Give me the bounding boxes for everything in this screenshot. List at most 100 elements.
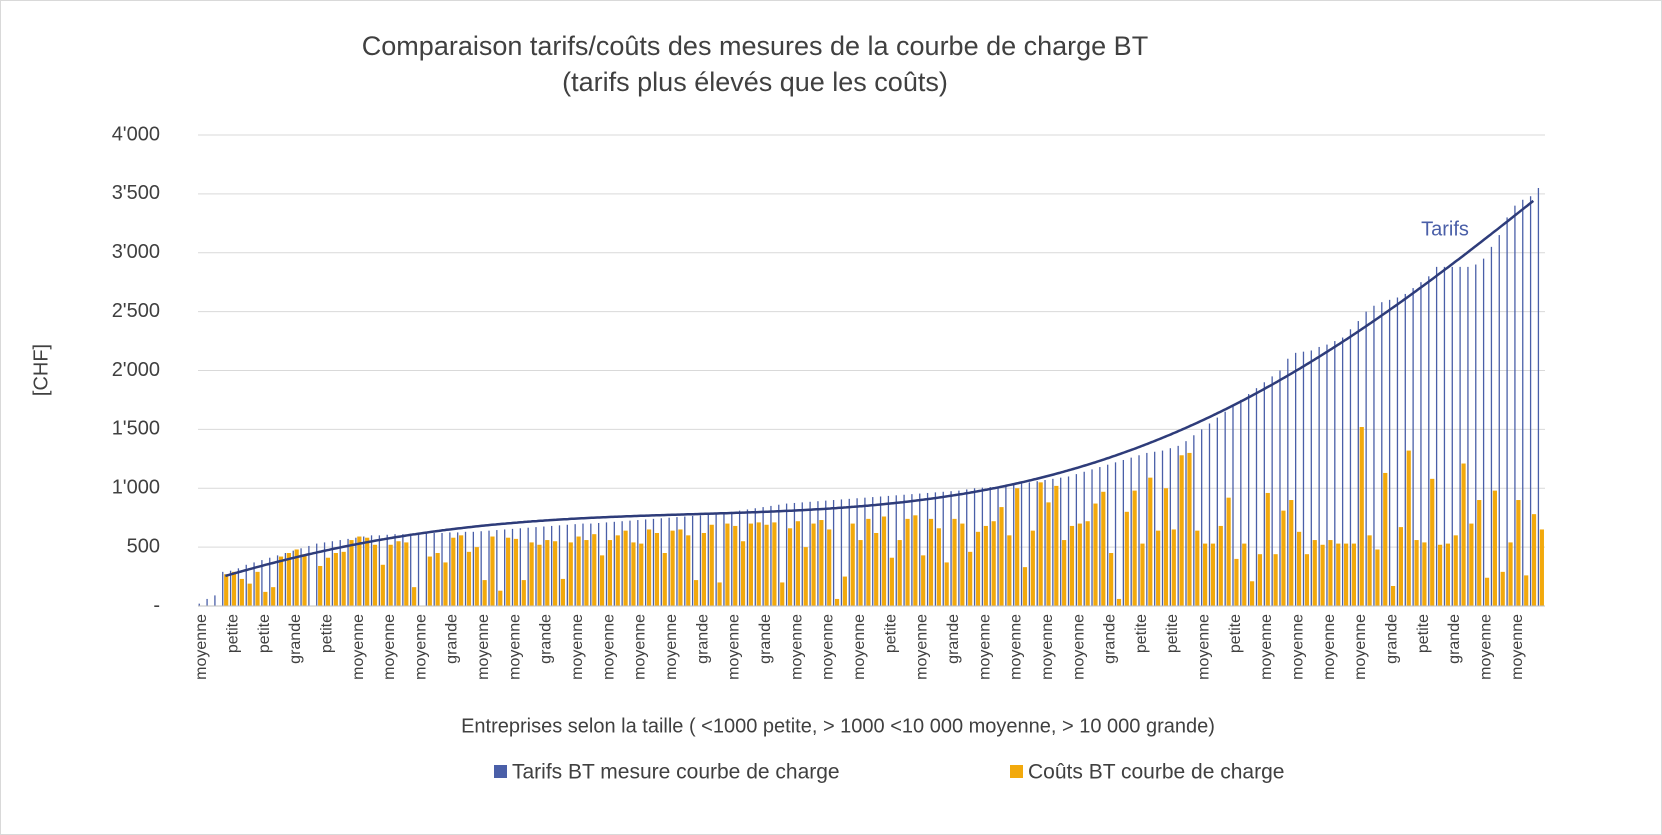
tarif-bar (1060, 477, 1062, 606)
tarif-bar (605, 522, 608, 606)
x-tick-label: moyenne (569, 614, 586, 680)
tarif-bar (1412, 288, 1414, 606)
cost-bar (1116, 598, 1122, 606)
tarif-bar (1248, 394, 1250, 606)
cost-bar (764, 524, 769, 606)
cost-bar (349, 540, 354, 606)
cost-bar (529, 542, 534, 606)
x-tick-label: moyenne (381, 614, 398, 680)
x-tick-label: petite (1164, 614, 1181, 653)
cost-bar (1508, 542, 1513, 606)
tarif-bar (386, 534, 388, 606)
tarif-bar (879, 496, 882, 606)
cost-bar (1430, 478, 1435, 606)
cost-bar (247, 583, 252, 606)
tarif-bar (511, 528, 514, 606)
cost-bar (670, 530, 675, 606)
cost-bar (592, 534, 597, 606)
cost-bar (1156, 530, 1161, 606)
annotation: Tarifs (1421, 218, 1469, 240)
tarif-bar (1208, 423, 1211, 606)
cost-bar (365, 537, 370, 606)
cost-bar (560, 578, 566, 606)
cost-bar (787, 528, 793, 606)
cost-bar (372, 544, 378, 606)
tarif-bar (457, 532, 459, 606)
x-tick-label: moyenne (1008, 614, 1025, 680)
tarif-bar (1498, 235, 1500, 606)
cost-bar (1390, 585, 1396, 606)
tarif-bar (441, 532, 443, 606)
x-tick-label: moyenne (726, 614, 743, 680)
y-tick-label: 1'000 (112, 477, 160, 499)
cost-bar (1516, 500, 1521, 606)
cost-bar (772, 522, 777, 606)
tarif-bar (566, 524, 568, 606)
tarif-bar (1271, 376, 1273, 606)
tarif-bar (903, 494, 905, 606)
cost-bar (921, 555, 926, 606)
tarif-bar (355, 537, 357, 606)
tarif-bar (1083, 471, 1085, 606)
tarif-bar (1310, 350, 1312, 606)
tarif-bar (1114, 462, 1117, 606)
cost-bar (388, 544, 393, 606)
cost-bar (889, 557, 894, 606)
cost-bar (936, 528, 941, 606)
cost-bar (999, 507, 1004, 606)
tarif-bar (1052, 478, 1054, 606)
cost-bar (1445, 543, 1450, 606)
cost-bar (255, 571, 260, 606)
cost-bar (271, 587, 276, 606)
tarif-bar (253, 562, 255, 606)
tarif-bar (676, 517, 678, 606)
y-axis-label: [CHF] (30, 344, 52, 396)
tarif-bar (621, 521, 623, 606)
cost-bar (1140, 543, 1145, 606)
tarif-bar (1318, 346, 1320, 606)
tarif-bar (1420, 282, 1422, 606)
tarif-bar (284, 553, 287, 606)
cost-bar (537, 544, 542, 606)
cost-bar (380, 564, 385, 606)
cost-bar (435, 553, 440, 606)
tarif-bar (738, 510, 741, 606)
cost-bar (263, 591, 268, 606)
tarif-bar (715, 514, 717, 606)
x-tick-label: moyenne (350, 614, 367, 680)
tarif-bar (206, 598, 208, 606)
tarif-bar (652, 518, 655, 606)
cost-bar (1210, 543, 1216, 606)
tarif-bar (1263, 382, 1265, 606)
tarif-bar (1005, 485, 1007, 606)
tarif-bar (316, 543, 318, 606)
cost-bar (725, 523, 730, 606)
x-tick-label: grande (945, 614, 962, 664)
tarif-bar (527, 527, 529, 606)
tarif-bar (449, 532, 451, 606)
cost-bar (1273, 554, 1278, 606)
cost-bar (506, 537, 511, 606)
tarif-bar (378, 535, 381, 606)
x-tick-label: grande (444, 614, 461, 664)
x-tick-label: grande (694, 614, 711, 664)
cost-bar (333, 553, 338, 606)
tarif-bar (1044, 480, 1046, 606)
tarif-bar (746, 509, 749, 606)
cost-bar (803, 547, 808, 606)
x-tick-label: petite (224, 614, 241, 653)
x-tick-label: petite (318, 614, 335, 653)
tarif-bar (1522, 199, 1524, 606)
tarif-bar (198, 603, 200, 606)
tarif-bar (535, 527, 537, 606)
tarif-bar (347, 538, 349, 606)
cost-bar (1015, 488, 1020, 606)
y-tick-label: 2'500 (112, 300, 160, 322)
cost-bar (1085, 521, 1090, 606)
tarif-bar (331, 541, 334, 606)
tarif-bar (1506, 217, 1508, 607)
cost-bar (294, 549, 299, 606)
trendline (225, 199, 1535, 578)
x-tick-label: moyenne (1290, 614, 1307, 680)
cost-bar (318, 565, 323, 606)
